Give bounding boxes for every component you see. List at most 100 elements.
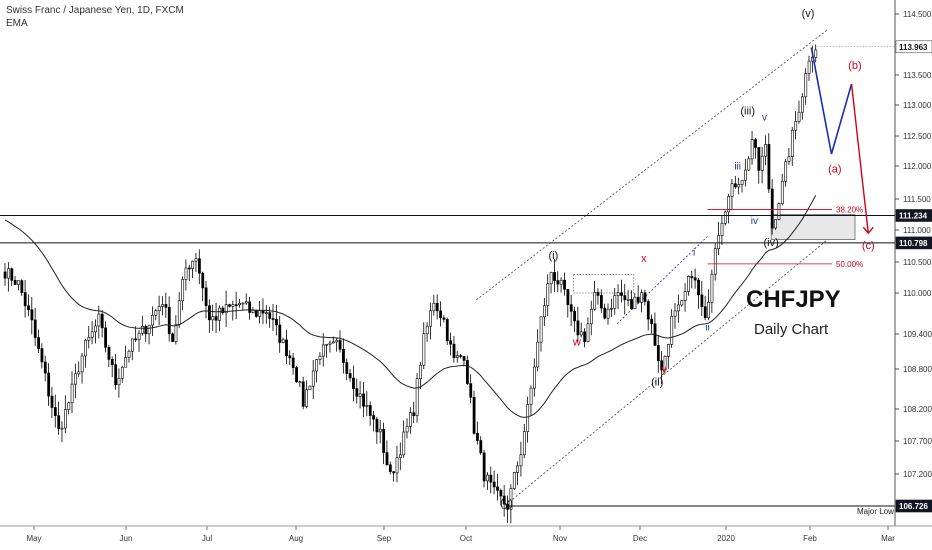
x-tick-label: May (26, 534, 41, 543)
candle-down (221, 307, 225, 314)
candle-up (780, 181, 784, 205)
projection-c (850, 83, 869, 234)
candle-up (315, 359, 319, 372)
candle-up (328, 342, 332, 345)
candle-down (583, 331, 587, 342)
candle-down (660, 360, 664, 371)
candle-down (167, 307, 171, 335)
candle-up (398, 454, 402, 458)
time-axis[interactable]: May Jun Jul Aug Sep Oct Nov Dec 2020 Feb Mar (0, 525, 932, 543)
candle-up (308, 385, 312, 391)
candles (3, 44, 818, 524)
y-tick-label: 110.000 (903, 289, 932, 298)
candle-down (248, 301, 252, 313)
candle-up (90, 331, 94, 338)
candle-down (100, 313, 104, 329)
overlay-title: CHFJPY (746, 286, 841, 313)
indicator-label: EMA (6, 18, 28, 29)
candle-down (114, 364, 118, 386)
candle-up (666, 344, 670, 357)
candle-up (264, 312, 268, 314)
candle-down (261, 310, 265, 314)
candle-up (750, 139, 754, 160)
candle-up (543, 305, 546, 318)
candle-up (124, 357, 128, 368)
candle-up (744, 169, 747, 181)
y-tick-label: 113.500 (903, 71, 932, 80)
candle-up (224, 304, 228, 314)
x-tick-label: Mar (881, 534, 895, 543)
candle-up (626, 299, 630, 301)
candle-up (559, 279, 563, 285)
candle-up (161, 304, 164, 307)
y-tick-label: 112.500 (903, 132, 932, 141)
candle-up (70, 383, 74, 404)
candle-down (506, 503, 510, 510)
candle-up (305, 389, 309, 407)
candle-down (348, 373, 352, 379)
candle-up (335, 340, 339, 343)
candle-down (271, 318, 275, 320)
candle-up (281, 339, 285, 343)
candle-up (251, 310, 255, 313)
candle-down (382, 428, 386, 453)
ema-line (4, 195, 817, 418)
candle-up (117, 377, 121, 386)
candle-up (311, 370, 315, 387)
candle-down (553, 272, 556, 281)
candle-down (33, 319, 37, 338)
candle-down (47, 372, 51, 397)
candle-up (777, 203, 781, 220)
projection-arrowhead (862, 226, 874, 235)
y-tick-label: 113.000 (903, 101, 932, 110)
candle-up (80, 355, 84, 373)
candle-up (365, 405, 369, 407)
candle-up (120, 366, 124, 379)
price-axis[interactable]: 107.200 107.700 108.200 108.800 109.400 110.0… (894, 0, 932, 526)
y-tick-label: 112.000 (903, 162, 932, 171)
candle-down (23, 292, 27, 307)
candle-up (141, 325, 144, 334)
candle-down (107, 347, 111, 360)
candle-up (764, 144, 767, 157)
candle-up (181, 279, 185, 302)
candle-up (17, 280, 20, 285)
candle-up (522, 431, 526, 456)
x-tick-label: Nov (553, 534, 567, 543)
candle-down (13, 280, 17, 285)
candle-up (432, 303, 436, 312)
candle-up (687, 276, 690, 292)
candle-up (529, 387, 533, 405)
candle-up (238, 302, 242, 306)
x-tick-label: Jul (202, 534, 212, 543)
candle-up (790, 129, 794, 157)
candle-up (241, 302, 245, 305)
candle-up (425, 325, 429, 335)
candle-down (104, 327, 108, 348)
candle-up (589, 308, 593, 325)
wave-label: (b) (848, 60, 861, 72)
candle-down (372, 415, 376, 420)
candle-up (191, 260, 195, 269)
candle-up (737, 184, 741, 188)
candle-down (144, 325, 148, 335)
wave-label: v (762, 113, 767, 124)
ema-curve (4, 195, 817, 418)
x-tick-label: Dec (633, 534, 647, 543)
y-tick-label: 114.500 (903, 10, 932, 19)
inner-channel-line (616, 236, 708, 325)
candle-down (254, 310, 258, 317)
channel-upper-line (476, 28, 829, 301)
candle-down (700, 294, 704, 308)
candle-down (576, 320, 580, 336)
wave-label: i (693, 248, 695, 259)
candle-down (388, 464, 392, 472)
trend-channel (476, 28, 832, 505)
x-tick-label: Sep (377, 534, 392, 543)
candle-down (50, 395, 54, 408)
wxy-range-box (573, 274, 635, 294)
candle-down (20, 280, 24, 293)
candle-down (472, 396, 476, 434)
candle-down (342, 349, 345, 363)
